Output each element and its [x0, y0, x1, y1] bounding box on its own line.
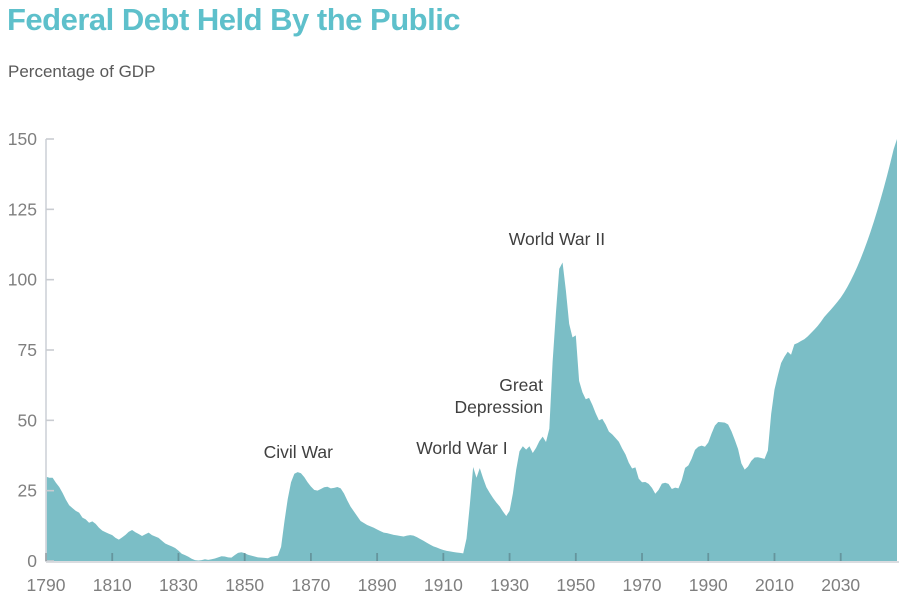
x-axis-tick-label: 1830: [159, 575, 198, 595]
y-axis-tick-label: 100: [8, 270, 37, 290]
annotation-great-depression: Great: [499, 375, 543, 395]
x-axis-tick-label: 1910: [424, 575, 463, 595]
y-axis: 0 25 50 75 100 125 150: [8, 129, 54, 571]
y-axis-tick-label: 25: [18, 481, 37, 501]
x-axis-tick-label: 1870: [291, 575, 330, 595]
x-axis-tick-label: 1930: [490, 575, 529, 595]
y-axis-tick-label: 75: [18, 340, 37, 360]
annotation-great-depression: Depression: [454, 397, 543, 417]
x-axis-tick-label: 1970: [623, 575, 662, 595]
y-axis-tick-label: 125: [8, 199, 37, 219]
x-axis-tick-label: 1790: [27, 575, 66, 595]
x-axis-tick-label: 1890: [358, 575, 397, 595]
y-axis-tick-label: 0: [27, 551, 37, 571]
y-axis-unit-label: Percentage of GDP: [8, 62, 156, 81]
y-axis-tick-label: 150: [8, 129, 37, 149]
annotation-world-war-ii: World War II: [509, 229, 605, 249]
x-axis-tick-label: 1810: [93, 575, 132, 595]
annotation-world-war-i: World War I: [416, 438, 507, 458]
page-title: Federal Debt Held By the Public: [7, 2, 461, 37]
x-axis: 1790 1810 1830 1850 1870 1890 1910 1930 1950 1970…: [27, 553, 899, 595]
x-axis-tick-label: 1950: [556, 575, 595, 595]
debt-area-series: [46, 139, 897, 561]
x-axis-tick-label: 2030: [821, 575, 860, 595]
x-axis-tick-label: 1990: [689, 575, 728, 595]
y-axis-tick-label: 50: [18, 410, 38, 430]
debt-area-path: [46, 139, 897, 561]
annotation-civil-war: Civil War: [264, 442, 334, 462]
x-axis-tick-label: 2010: [755, 575, 794, 595]
x-axis-tick-label: 1850: [225, 575, 264, 595]
